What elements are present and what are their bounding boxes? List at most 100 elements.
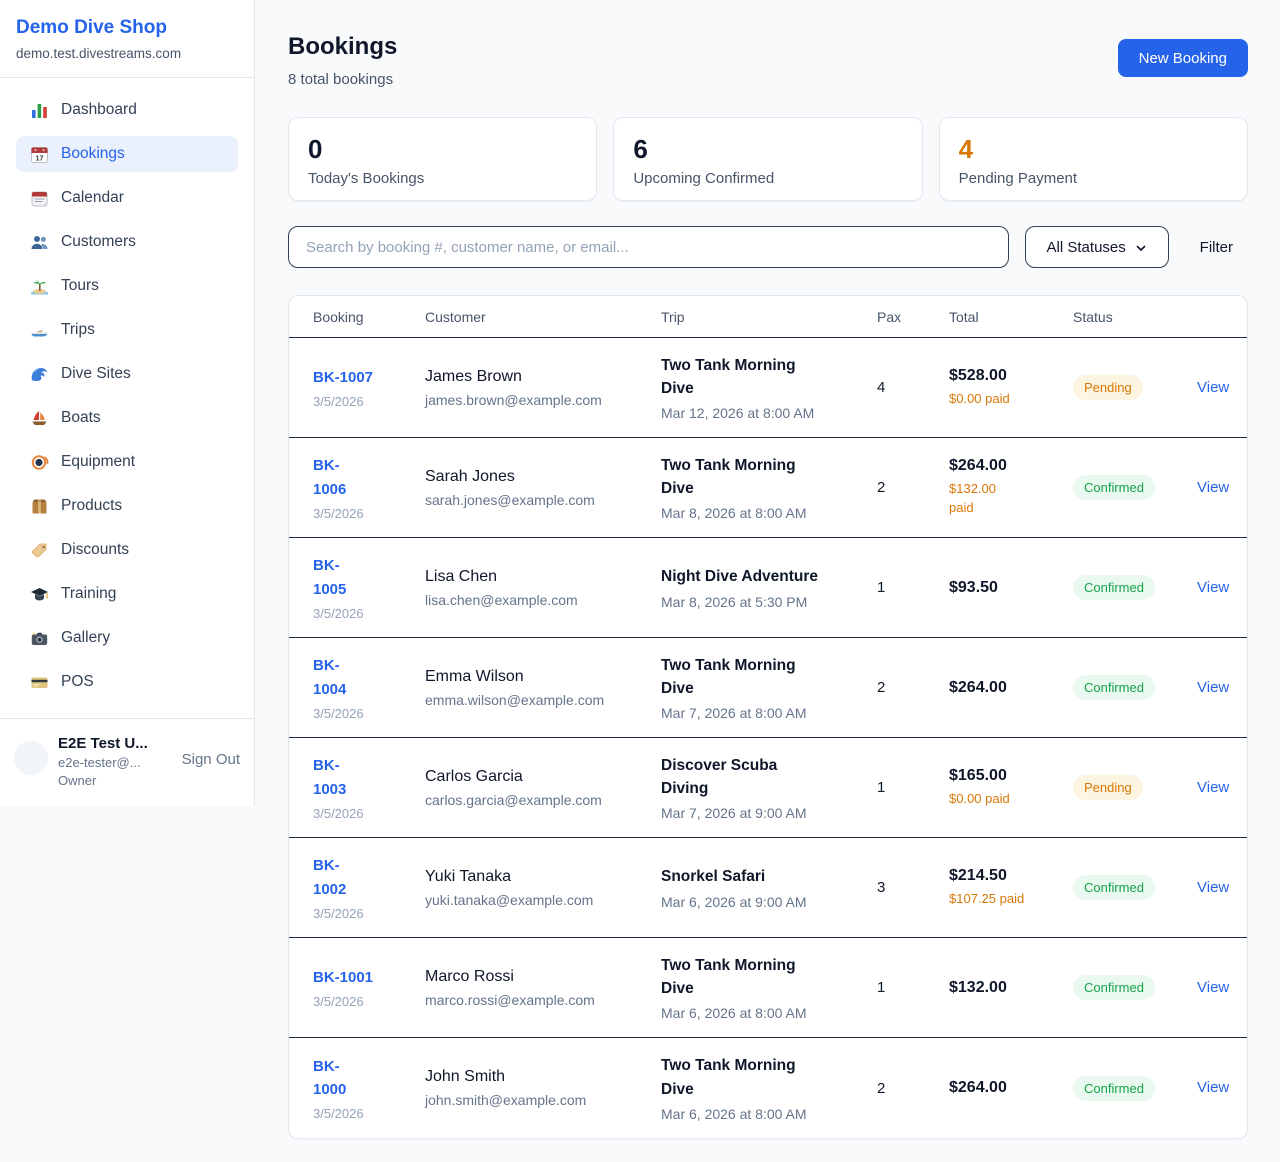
sidebar-item-products[interactable]: Products: [16, 488, 238, 524]
view-link[interactable]: View: [1197, 778, 1230, 796]
customer-email: john.smith@example.com: [425, 1092, 587, 1108]
avatar: [14, 741, 48, 778]
sidebar-item-label: Training: [61, 585, 117, 602]
trip-name: Two Tank Morning Dive: [661, 656, 796, 697]
customer-cell: Lisa Chen lisa.chen@example.com: [425, 568, 661, 608]
sidebar-item-dashboard[interactable]: Dashboard: [16, 92, 238, 128]
booking-id-link[interactable]: BK- 1002: [313, 857, 347, 898]
page-header: Bookings 8 total bookings New Booking: [288, 33, 1248, 88]
search-input[interactable]: [288, 226, 1009, 268]
bar-chart-icon: [30, 101, 49, 120]
view-link[interactable]: View: [1197, 378, 1230, 396]
trip-datetime: Mar 6, 2026 at 8:00 AM: [661, 1005, 807, 1022]
customer-name: Lisa Chen: [425, 567, 498, 585]
view-link[interactable]: View: [1197, 878, 1230, 896]
stat-label: Today's Bookings: [308, 169, 425, 187]
sidebar-item-calendar[interactable]: Calendar: [16, 180, 238, 216]
new-booking-button[interactable]: New Booking: [1117, 39, 1248, 77]
status-select[interactable]: All Statuses: [1024, 226, 1169, 268]
sidebar-item-label: POS: [61, 673, 94, 690]
total-cell: $264.00: [949, 679, 1073, 697]
sidebar-item-gallery[interactable]: Gallery: [16, 620, 238, 656]
trip-name: Two Tank Morning Dive: [661, 956, 796, 997]
sidebar-item-label: Discounts: [61, 541, 130, 558]
brand-header: Demo Dive Shop demo.test.divestreams.com: [0, 0, 254, 78]
column-header-trip: Trip: [661, 308, 685, 325]
total-cell: $132.00: [949, 979, 1073, 997]
booking-id-link[interactable]: BK- 1006: [313, 457, 347, 498]
sidebar-item-equipment[interactable]: Equipment: [16, 444, 238, 480]
booking-date: 3/5/2026: [313, 705, 364, 721]
view-link[interactable]: View: [1197, 678, 1230, 696]
table-body: BK-1007 3/5/2026 James Brown james.brown…: [289, 338, 1247, 1138]
table-header-row: Booking Customer Trip Pax Total Status: [289, 296, 1247, 338]
view-link[interactable]: View: [1197, 1079, 1230, 1096]
status-cell: Confirmed: [1073, 675, 1197, 700]
stat-value: 0: [308, 134, 323, 164]
total-cell: $165.00 $0.00 paid: [949, 767, 1073, 809]
status-badge: Confirmed: [1073, 675, 1155, 700]
view-cell: View: [1197, 979, 1229, 997]
sidebar-item-pos[interactable]: POS: [16, 664, 238, 700]
trip-datetime: Mar 6, 2026 at 9:00 AM: [661, 893, 807, 910]
table-row: BK- 1003 3/5/2026 Carlos Garcia carlos.ga…: [289, 738, 1247, 838]
booking-id-link[interactable]: BK- 1000: [313, 1057, 347, 1098]
view-link[interactable]: View: [1197, 578, 1230, 596]
status-badge: Confirmed: [1073, 475, 1155, 500]
trip-datetime: Mar 12, 2026 at 8:00 AM: [661, 405, 815, 422]
booking-id-link[interactable]: BK- 1004: [313, 657, 347, 698]
booking-id-link[interactable]: BK- 1005: [313, 557, 347, 598]
total-amount: $264.00: [949, 1079, 1007, 1096]
customer-email: yuki.tanaka@example.com: [425, 891, 594, 908]
stat-card: 0 Today's Bookings: [288, 117, 598, 201]
stat-label: Pending Payment: [958, 169, 1078, 187]
sidebar-item-bookings[interactable]: 17 Bookings: [16, 136, 238, 172]
filter-button[interactable]: Filter: [1199, 238, 1233, 256]
page-title-block: Bookings 8 total bookings: [288, 33, 397, 88]
column-header-pax: Pax: [877, 308, 902, 325]
trip-cell: Two Tank Morning Dive Mar 6, 2026 at 8:00…: [661, 1054, 877, 1122]
booking-id-link[interactable]: BK-1001: [313, 968, 374, 986]
paid-amount: $132.00 paid: [949, 481, 996, 515]
sidebar-item-tours[interactable]: Tours: [16, 268, 238, 304]
customer-email: lisa.chen@example.com: [425, 591, 578, 608]
view-link[interactable]: View: [1197, 978, 1230, 996]
sidebar-item-trips[interactable]: Trips: [16, 312, 238, 348]
sidebar-item-dive-sites[interactable]: Dive Sites: [16, 356, 238, 392]
customer-name: Carlos Garcia: [425, 767, 523, 785]
column-header-booking: Booking: [313, 308, 364, 325]
status-badge: Confirmed: [1073, 1075, 1155, 1101]
sailboat-icon: [30, 409, 49, 428]
customer-name: Emma Wilson: [425, 667, 524, 685]
trip-cell: Two Tank Morning Dive Mar 12, 2026 at 8:0…: [661, 354, 877, 422]
trip-datetime: Mar 7, 2026 at 8:00 AM: [661, 705, 807, 722]
sidebar-item-label: Equipment: [61, 453, 136, 470]
sidebar-item-training[interactable]: Training: [16, 576, 238, 612]
sidebar-item-label: Tours: [61, 277, 99, 294]
booking-date: 3/5/2026: [313, 394, 364, 410]
main-content: Bookings 8 total bookings New Booking 0 …: [288, 0, 1248, 1139]
trip-datetime: Mar 6, 2026 at 8:00 AM: [661, 1105, 807, 1122]
pax-count: 2: [877, 479, 886, 496]
sidebar-item-boats[interactable]: Boats: [16, 400, 238, 436]
view-link[interactable]: View: [1197, 478, 1230, 496]
view-cell: View: [1197, 879, 1229, 897]
user-name: E2E Test U...: [58, 735, 148, 752]
camera-icon: [30, 629, 49, 648]
status-badge: Confirmed: [1073, 975, 1155, 1000]
booking-cell: BK- 1005 3/5/2026: [313, 554, 425, 621]
table-row: BK-1001 3/5/2026 Marco Rossi marco.rossi…: [289, 938, 1247, 1038]
user-box: E2E Test U... e2e-tester@... Owner Sign …: [0, 718, 254, 806]
stats-row: 0 Today's Bookings 6 Upcoming Confirmed …: [288, 117, 1248, 201]
customer-cell: Sarah Jones sarah.jones@example.com: [425, 468, 661, 508]
total-cell: $264.00: [949, 1079, 1073, 1097]
sidebar-item-customers[interactable]: Customers: [16, 224, 238, 260]
sign-out-button[interactable]: Sign Out: [175, 751, 240, 781]
booking-id-link[interactable]: BK- 1003: [313, 757, 347, 798]
status-cell: Pending: [1073, 775, 1197, 800]
grad-cap-icon: [30, 585, 49, 604]
sidebar-item-discounts[interactable]: Discounts: [16, 532, 238, 568]
svg-text:17: 17: [36, 153, 44, 162]
booking-id-link[interactable]: BK-1007: [313, 368, 374, 386]
status-badge: Pending: [1073, 775, 1143, 800]
